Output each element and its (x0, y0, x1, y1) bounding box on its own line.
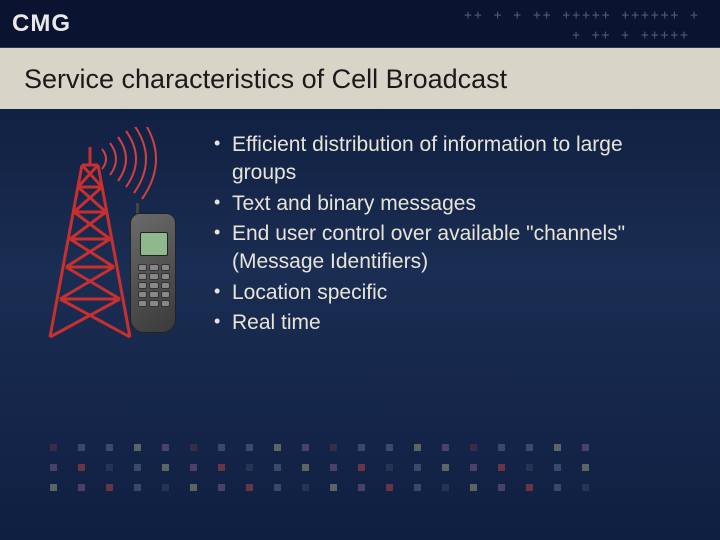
broadcast-waves-icon (102, 127, 156, 199)
decor-dot (582, 444, 589, 451)
page-title: Service characteristics of Cell Broadcas… (24, 64, 696, 95)
decor-dot (302, 464, 309, 471)
decor-dot (386, 484, 393, 491)
decor-dot (218, 464, 225, 471)
decor-dot (498, 444, 505, 451)
decor-dot (106, 484, 113, 491)
decor-dot (554, 444, 561, 451)
decor-dot (218, 444, 225, 451)
decor-dot (190, 464, 197, 471)
decor-dot (274, 484, 281, 491)
decor-dot (302, 444, 309, 451)
decor-dot (358, 464, 365, 471)
decor-dot (106, 464, 113, 471)
decor-dot (190, 444, 197, 451)
decor-dot (526, 444, 533, 451)
decor-dot (134, 484, 141, 491)
decor-dot (582, 464, 589, 471)
title-area: Service characteristics of Cell Broadcas… (0, 48, 720, 109)
decor-dot (218, 484, 225, 491)
decor-dot (50, 444, 57, 451)
decor-dot (414, 444, 421, 451)
decor-dot (246, 484, 253, 491)
decor-dot (414, 464, 421, 471)
decor-dot (78, 444, 85, 451)
decor-dot (162, 444, 169, 451)
decor-dot (470, 444, 477, 451)
list-item: Location specific (210, 279, 690, 307)
decor-dot (554, 484, 561, 491)
list-item: End user control over available "channel… (210, 220, 690, 277)
decor-dot (470, 484, 477, 491)
decor-dot (78, 484, 85, 491)
bullet-list: Efficient distribution of information to… (210, 127, 690, 367)
list-item: Text and binary messages (210, 190, 690, 218)
decor-dot (470, 464, 477, 471)
illustration (30, 127, 190, 367)
decor-dot (386, 464, 393, 471)
decor-dot (386, 444, 393, 451)
content-row: Efficient distribution of information to… (0, 109, 720, 367)
decor-dot (526, 484, 533, 491)
decor-dot (414, 484, 421, 491)
decor-dot (330, 484, 337, 491)
decor-dot (274, 464, 281, 471)
decor-dot (106, 444, 113, 451)
decor-dot (554, 464, 561, 471)
list-item: Efficient distribution of information to… (210, 131, 690, 188)
decor-dot (246, 464, 253, 471)
decor-plus-mid: + ++ + +++++ (572, 28, 690, 43)
decor-dot (134, 444, 141, 451)
decor-dot (582, 484, 589, 491)
decor-dot (162, 464, 169, 471)
decor-dot (330, 444, 337, 451)
decor-dot (358, 484, 365, 491)
phone-icon (130, 213, 178, 345)
decor-dot (498, 464, 505, 471)
decor-dot (274, 444, 281, 451)
decor-dot (442, 464, 449, 471)
list-item: Real time (210, 309, 690, 337)
decor-dot (330, 464, 337, 471)
decor-dot (50, 464, 57, 471)
decor-dot (162, 484, 169, 491)
header-bar: CMG ++ + + ++ +++++ ++++++ + + ++ + ++++… (0, 0, 720, 48)
decor-dot (498, 484, 505, 491)
decor-dot (50, 484, 57, 491)
tower-structure (50, 147, 130, 337)
decor-dot (526, 464, 533, 471)
decor-dot (302, 484, 309, 491)
decor-dot (442, 444, 449, 451)
decor-dot (442, 484, 449, 491)
logo: CMG (12, 10, 71, 38)
decor-dot (190, 484, 197, 491)
decor-dot (358, 444, 365, 451)
decor-dots-grid (50, 444, 610, 504)
decor-dot (134, 464, 141, 471)
decor-dot (78, 464, 85, 471)
decor-plus-top: ++ + + ++ +++++ ++++++ + (464, 8, 700, 23)
decor-dot (246, 444, 253, 451)
